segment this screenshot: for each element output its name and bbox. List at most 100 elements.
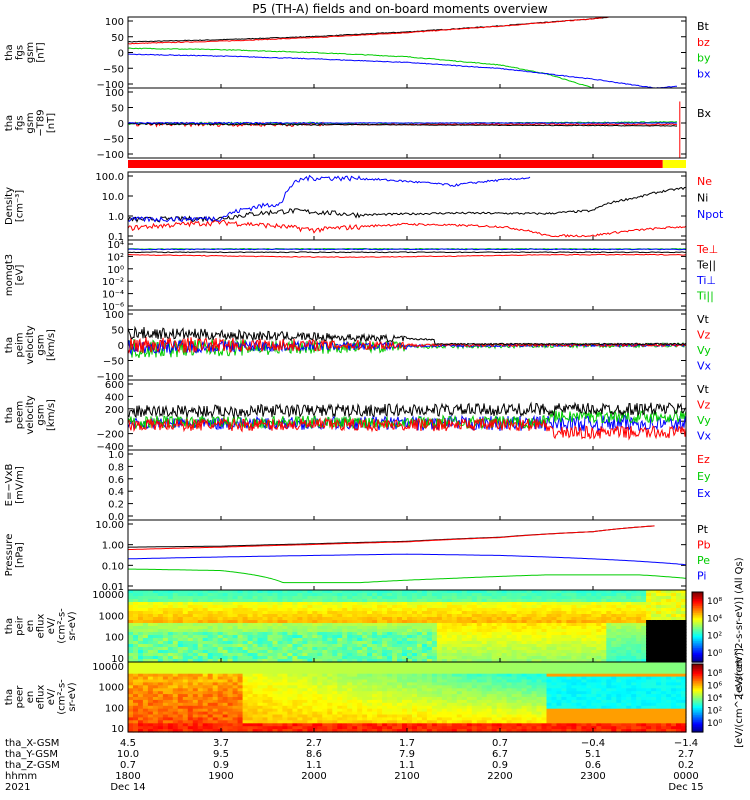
- spectrogram-cell: [596, 650, 602, 654]
- spectrogram-cell: [372, 656, 378, 660]
- spectrogram-cell: [516, 682, 523, 686]
- spectrogram-cell: [367, 717, 373, 721]
- spectrogram-cell: [272, 670, 279, 675]
- series-line: [128, 416, 686, 441]
- spectrogram-cell: [656, 644, 662, 648]
- spectrogram-cell: [177, 635, 184, 639]
- spectrogram-cell: [387, 608, 393, 612]
- spectrogram-cell: [142, 596, 149, 600]
- spectrogram-cell: [287, 614, 293, 618]
- spectrogram-cell: [272, 697, 279, 701]
- spectrogram-cell: [227, 641, 234, 645]
- spectrogram-cell: [312, 638, 318, 642]
- spectrogram-cell: [646, 608, 652, 612]
- spectrogram-cell: [297, 626, 303, 630]
- spectrogram-cell: [446, 670, 453, 675]
- spectrogram-cell: [212, 708, 219, 713]
- spectrogram-cell: [456, 605, 463, 609]
- spectrogram-cell: [561, 617, 567, 621]
- spectrogram-cell: [357, 702, 363, 707]
- spectrogram-cell: [501, 664, 508, 669]
- spectrogram-cell: [397, 632, 403, 636]
- spectrogram-cell: [591, 623, 597, 627]
- spectrogram-cell: [302, 611, 308, 615]
- spectrogram-cell: [387, 641, 393, 645]
- spectrogram-cell: [202, 590, 209, 594]
- spectrogram-cell: [327, 629, 333, 633]
- spectrogram-cell: [516, 608, 523, 612]
- spectrogram-cell: [506, 708, 513, 713]
- spectrogram-cell: [192, 708, 199, 713]
- spectrogram-cell: [212, 623, 219, 627]
- spectrogram-cell: [571, 611, 577, 615]
- spectrogram-cell: [486, 650, 493, 654]
- spectrogram-cell: [382, 729, 388, 733]
- spectrogram-cell: [397, 620, 403, 624]
- spectrogram-cell: [277, 590, 284, 594]
- spectrogram-cell: [272, 644, 279, 648]
- spectrogram-cell: [402, 673, 408, 678]
- spectrogram-cell: [217, 697, 224, 701]
- spectrogram-cell: [446, 694, 453, 698]
- spectrogram-cell: [242, 644, 249, 648]
- spectrogram-cell: [272, 641, 279, 645]
- spectrogram-cell: [342, 702, 348, 707]
- y-tick-label: −100: [97, 372, 124, 383]
- spectrogram-cell: [342, 629, 348, 633]
- spectrogram-cell: [347, 590, 353, 594]
- spectrogram-cell: [277, 659, 284, 663]
- y-axis-label: tha: [4, 337, 15, 353]
- spectrogram-cell: [566, 605, 572, 609]
- spectrogram-cell: [227, 705, 234, 710]
- spectrogram-cell: [407, 673, 413, 678]
- spectrogram-cell: [571, 614, 577, 618]
- spectrogram-cell: [152, 635, 159, 639]
- spectrogram-cell: [631, 659, 637, 663]
- spectrogram-cell: [506, 614, 513, 618]
- spectrogram-cell: [247, 679, 254, 683]
- spectrogram-cell: [217, 670, 224, 675]
- spectrogram-cell: [247, 635, 254, 639]
- spectrogram-cell: [526, 641, 533, 645]
- spectrogram-cell: [152, 708, 159, 713]
- spectrogram-cell: [337, 717, 343, 721]
- spectrogram-cell: [436, 726, 443, 730]
- spectrogram-cell: [222, 682, 229, 686]
- spectrogram-cell: [511, 644, 518, 648]
- spectrogram-cell: [167, 711, 174, 716]
- spectrogram-cell: [167, 694, 174, 698]
- spectrogram-cell: [417, 714, 423, 718]
- spectrogram-cell: [192, 632, 199, 636]
- spectrogram-cell: [481, 705, 488, 710]
- spectrogram-cell: [332, 697, 338, 701]
- spectrogram-cell: [347, 629, 353, 633]
- spectrogram-cell: [227, 602, 234, 606]
- spectrogram-cell: [546, 620, 553, 624]
- spectrogram-cell: [157, 729, 164, 733]
- spectrogram-cell: [516, 685, 523, 689]
- spectrogram-cell: [431, 635, 438, 639]
- spectrogram-cell: [217, 691, 224, 695]
- spectrogram-cell: [242, 673, 249, 678]
- spectrogram-cell: [162, 726, 169, 730]
- spectrogram-cell: [531, 626, 538, 630]
- spectrogram-cell: [536, 688, 543, 692]
- spectrogram-cell: [292, 608, 298, 612]
- spectrogram-cell: [621, 656, 627, 660]
- spectrogram-cell: [217, 702, 224, 707]
- spectrogram-cell: [247, 664, 254, 669]
- spectrogram-cell: [222, 705, 229, 710]
- spectrogram-cell: [392, 623, 398, 627]
- spectrogram-cell: [576, 629, 582, 633]
- spectrogram-cell: [342, 611, 348, 615]
- spectrogram-cell: [147, 699, 154, 704]
- spectrogram-cell: [651, 647, 657, 651]
- spectrogram-cell: [561, 614, 567, 618]
- spectrogram-cell: [392, 697, 398, 701]
- spectrogram-cell: [292, 673, 298, 678]
- spectrogram-cell: [247, 659, 254, 663]
- spectrogram-cell: [247, 726, 254, 730]
- spectrogram-cell: [322, 614, 328, 618]
- spectrogram-cell: [412, 590, 418, 594]
- spectrogram-cell: [237, 641, 244, 645]
